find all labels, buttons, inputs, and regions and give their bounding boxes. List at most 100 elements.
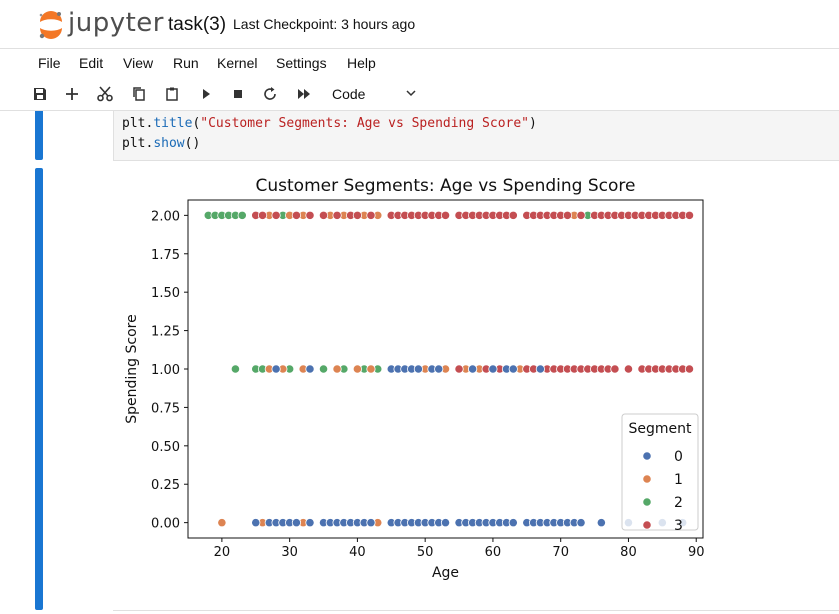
legend-marker (642, 520, 652, 530)
data-point-seg-0 (305, 518, 315, 528)
code-line-title: plt.title("Customer Segments: Age vs Spe… (122, 116, 537, 131)
brand-name: jupyter (68, 8, 164, 38)
data-point-seg-1 (332, 364, 342, 374)
plus-icon[interactable] (60, 82, 84, 106)
y-tick-label: 0.50 (151, 440, 180, 455)
cell-collapser[interactable] (35, 111, 43, 160)
data-point-seg-0 (434, 364, 444, 374)
checkpoint-status: Last Checkpoint: 3 hours ago (233, 16, 416, 32)
y-tick-label: 0.00 (151, 517, 180, 532)
legend-marker (642, 474, 652, 484)
data-point-seg-0 (305, 364, 315, 374)
x-tick-label: 70 (552, 545, 569, 560)
data-point-seg-0 (508, 364, 518, 374)
run-icon[interactable] (194, 82, 218, 106)
y-tick-label: 1.75 (151, 248, 180, 263)
data-point-seg-3 (257, 210, 268, 220)
data-point-seg-3 (562, 210, 573, 220)
data-point-seg-0 (251, 518, 261, 528)
data-point-seg-3 (684, 364, 695, 374)
x-tick-label: 60 (485, 545, 502, 560)
menu-view[interactable]: View (123, 55, 154, 71)
y-tick-label: 1.50 (151, 286, 180, 301)
x-axis-label: Age (432, 565, 459, 581)
data-point-seg-0 (440, 518, 451, 528)
x-tick-label: 90 (688, 545, 705, 560)
data-point-seg-2 (237, 210, 247, 220)
data-point-seg-3 (684, 210, 695, 220)
data-point-seg-3 (623, 364, 634, 374)
save-icon[interactable] (28, 82, 52, 106)
legend-title: Segment (629, 421, 693, 437)
copy-icon[interactable] (127, 82, 151, 106)
code-token: show (153, 136, 185, 151)
divider (113, 610, 839, 611)
data-point-seg-0 (413, 364, 423, 374)
menu-kernel[interactable]: Kernel (217, 55, 258, 71)
notebook-title[interactable]: task(3) (168, 14, 227, 35)
data-point-seg-3 (576, 210, 586, 220)
chevron-down-icon[interactable] (404, 86, 418, 105)
x-tick-label: 40 (349, 545, 366, 560)
menu-settings[interactable]: Settings (276, 55, 327, 71)
y-tick-label: 1.00 (151, 363, 180, 378)
data-point-seg-0 (366, 518, 376, 528)
data-point-seg-0 (291, 518, 302, 528)
data-point-seg-0 (508, 518, 518, 528)
data-point-seg-1 (366, 364, 376, 374)
x-tick-label: 50 (417, 545, 434, 560)
output-collapser[interactable] (35, 168, 43, 610)
y-axis-label: Spending Score (124, 314, 140, 423)
scissors-icon[interactable] (93, 82, 117, 106)
fast-forward-icon[interactable] (292, 82, 316, 106)
data-point-seg-2 (230, 364, 241, 374)
scatter-chart: Customer Segments: Age vs Spending Score… (124, 176, 705, 581)
code-token: title (153, 116, 193, 131)
menu-help[interactable]: Help (347, 55, 376, 71)
notebook-toolbar: Code (0, 78, 839, 111)
cell-type-select[interactable]: Code (332, 86, 366, 102)
paste-icon[interactable] (160, 82, 184, 106)
legend-box (621, 413, 699, 531)
data-point-seg-3 (610, 364, 620, 374)
code-line-show: plt.show() (122, 136, 201, 151)
legend-marker (642, 497, 652, 507)
jupyter-logo-icon (39, 11, 62, 39)
restart-icon[interactable] (258, 82, 282, 106)
data-point-seg-3 (318, 210, 329, 220)
menu-edit[interactable]: Edit (79, 55, 104, 71)
code-token: plt (122, 116, 146, 131)
data-point-seg-3 (291, 210, 302, 220)
data-point-seg-3 (352, 210, 363, 220)
legend-label: 0 (674, 449, 683, 465)
code-cell[interactable]: plt.title("Customer Segments: Age vs Spe… (113, 111, 839, 161)
legend-marker (642, 451, 652, 461)
y-tick-label: 0.75 (151, 401, 180, 416)
notebook-content: plt.title("Customer Segments: Age vs Spe… (0, 111, 839, 614)
menu-run[interactable]: Run (173, 55, 199, 71)
data-point-seg-0 (468, 364, 478, 374)
data-point-seg-3 (440, 210, 451, 220)
data-point-seg-3 (332, 210, 342, 220)
data-point-seg-0 (488, 364, 498, 374)
y-tick-label: 1.25 (151, 325, 180, 340)
data-point-seg-1 (217, 518, 227, 528)
y-tick-label: 2.00 (151, 209, 180, 224)
stop-icon[interactable] (226, 82, 250, 106)
y-tick-label: 0.25 (151, 478, 180, 493)
data-point-seg-3 (366, 210, 376, 220)
legend-label: 2 (674, 495, 683, 511)
data-point-seg-3 (271, 210, 281, 220)
data-point-seg-3 (454, 364, 464, 374)
data-point-seg-2 (318, 364, 329, 374)
x-tick-label: 20 (214, 545, 231, 560)
menu-file[interactable]: File (38, 55, 61, 71)
menu-bar: File Edit View Run Kernel Settings Help (0, 48, 839, 79)
data-point-seg-0 (535, 364, 545, 374)
legend-label: 1 (674, 472, 683, 488)
data-point-seg-3 (305, 210, 315, 220)
output-cell: Customer Segments: Age vs Spending Score… (113, 166, 839, 611)
data-point-seg-1 (352, 364, 363, 374)
data-point-seg-0 (271, 364, 281, 374)
x-tick-label: 30 (281, 545, 298, 560)
